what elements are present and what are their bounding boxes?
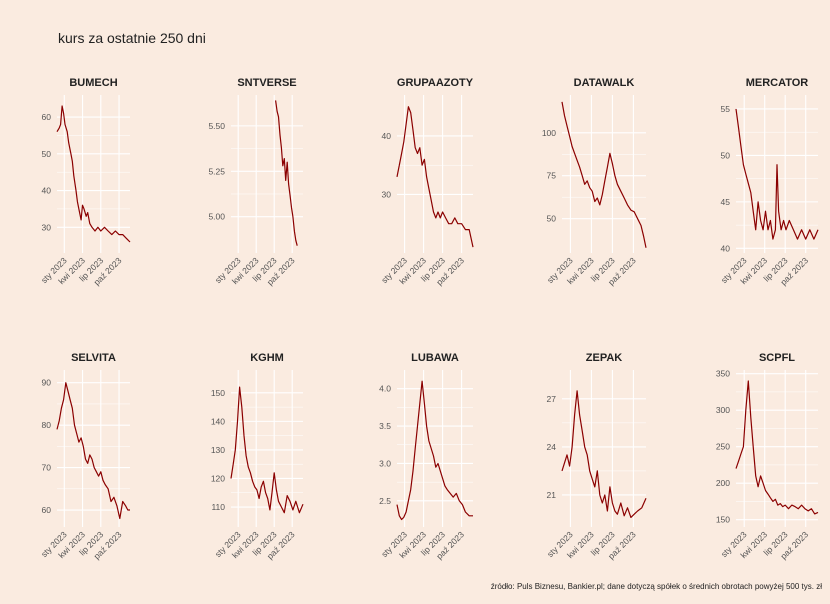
y-tick-label: 300	[716, 405, 730, 415]
y-tick-label: 120	[211, 473, 225, 483]
y-tick-label: 5.25	[208, 166, 225, 176]
panel-title: SCPFL	[759, 352, 795, 364]
panel-title: BUMECH	[69, 77, 117, 89]
y-tick-label: 3.5	[379, 421, 391, 431]
y-tick-label: 24	[547, 442, 557, 452]
panel-title: SNTVERSE	[237, 77, 296, 89]
y-tick-label: 130	[211, 445, 225, 455]
y-tick-label: 40	[382, 131, 392, 141]
panel-title: DATAWALK	[574, 77, 635, 89]
y-tick-label: 50	[721, 150, 731, 160]
y-tick-label: 50	[42, 149, 52, 159]
series-line	[56, 105, 131, 243]
series-line	[735, 108, 819, 240]
y-tick-label: 45	[721, 197, 731, 207]
y-tick-label: 140	[211, 416, 225, 426]
y-tick-label: 5.00	[208, 212, 225, 222]
chart-title: kurs za ostatnie 250 dni	[58, 30, 206, 46]
y-tick-label: 21	[547, 490, 557, 500]
y-tick-label: 90	[42, 378, 52, 388]
y-tick-label: 50	[547, 214, 557, 224]
y-tick-label: 150	[211, 388, 225, 398]
panel-title: GRUPAAZOTY	[397, 77, 474, 89]
y-tick-label: 150	[716, 515, 730, 525]
y-tick-label: 3.0	[379, 458, 391, 468]
y-tick-label: 200	[716, 478, 730, 488]
y-tick-label: 60	[42, 505, 52, 515]
y-tick-label: 27	[547, 394, 557, 404]
y-tick-label: 70	[42, 463, 52, 473]
series-line	[561, 390, 647, 518]
panel-title: KGHM	[250, 352, 284, 364]
series-line	[396, 380, 473, 521]
y-tick-label: 5.50	[208, 121, 225, 131]
y-tick-label: 350	[716, 369, 730, 379]
panel-title: LUBAWA	[411, 352, 459, 364]
y-tick-label: 100	[542, 128, 556, 138]
series-line	[396, 106, 474, 248]
series-line	[735, 380, 819, 515]
series-line	[230, 386, 304, 514]
source-note: źródło: Puls Biznesu, Bankier.pl; dane d…	[490, 582, 822, 591]
panel-title: SELVITA	[71, 352, 116, 364]
y-tick-label: 2.5	[379, 496, 391, 506]
y-tick-label: 250	[716, 442, 730, 452]
y-tick-label: 75	[547, 171, 557, 181]
y-tick-label: 80	[42, 420, 52, 430]
series-line	[561, 101, 647, 248]
panel-title: ZEPAK	[586, 352, 623, 364]
series-line	[275, 100, 298, 246]
y-tick-label: 60	[42, 112, 52, 122]
y-tick-label: 55	[721, 104, 731, 114]
y-tick-label: 40	[721, 243, 731, 253]
y-tick-label: 30	[382, 189, 392, 199]
series-line	[56, 382, 130, 520]
y-tick-label: 110	[211, 502, 225, 512]
y-tick-label: 40	[42, 186, 52, 196]
panel-title: MERCATOR	[746, 77, 809, 89]
y-tick-label: 4.0	[379, 384, 391, 394]
y-tick-label: 30	[42, 222, 52, 232]
